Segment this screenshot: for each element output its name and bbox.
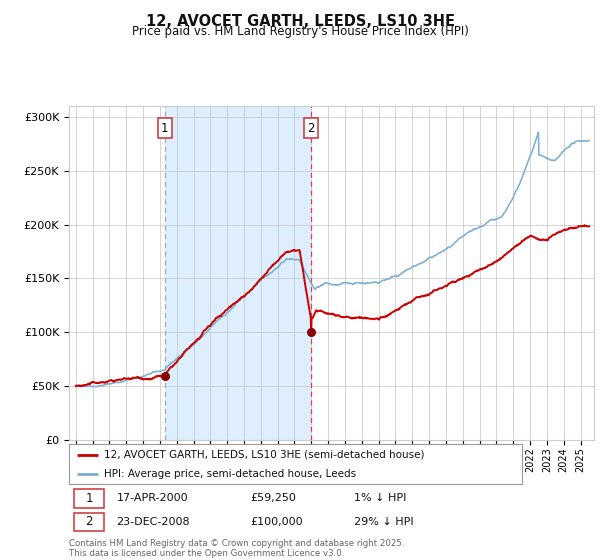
Text: 2: 2 bbox=[307, 122, 315, 134]
Text: 23-DEC-2008: 23-DEC-2008 bbox=[116, 517, 190, 527]
Text: 1: 1 bbox=[161, 122, 169, 134]
Text: 17-APR-2000: 17-APR-2000 bbox=[116, 493, 188, 503]
Text: 12, AVOCET GARTH, LEEDS, LS10 3HE (semi-detached house): 12, AVOCET GARTH, LEEDS, LS10 3HE (semi-… bbox=[104, 450, 425, 460]
Text: HPI: Average price, semi-detached house, Leeds: HPI: Average price, semi-detached house,… bbox=[104, 469, 356, 478]
Text: 12, AVOCET GARTH, LEEDS, LS10 3HE: 12, AVOCET GARTH, LEEDS, LS10 3HE bbox=[146, 14, 455, 29]
FancyBboxPatch shape bbox=[74, 512, 104, 531]
FancyBboxPatch shape bbox=[74, 489, 104, 508]
Bar bbox=[165, 106, 311, 440]
Text: 29% ↓ HPI: 29% ↓ HPI bbox=[355, 517, 414, 527]
Text: 1: 1 bbox=[85, 492, 92, 505]
Text: £100,000: £100,000 bbox=[250, 517, 303, 527]
Text: 2: 2 bbox=[85, 515, 92, 529]
Text: Price paid vs. HM Land Registry's House Price Index (HPI): Price paid vs. HM Land Registry's House … bbox=[131, 25, 469, 39]
Text: 1% ↓ HPI: 1% ↓ HPI bbox=[355, 493, 407, 503]
Text: £59,250: £59,250 bbox=[250, 493, 296, 503]
Text: Contains HM Land Registry data © Crown copyright and database right 2025.
This d: Contains HM Land Registry data © Crown c… bbox=[69, 539, 404, 558]
